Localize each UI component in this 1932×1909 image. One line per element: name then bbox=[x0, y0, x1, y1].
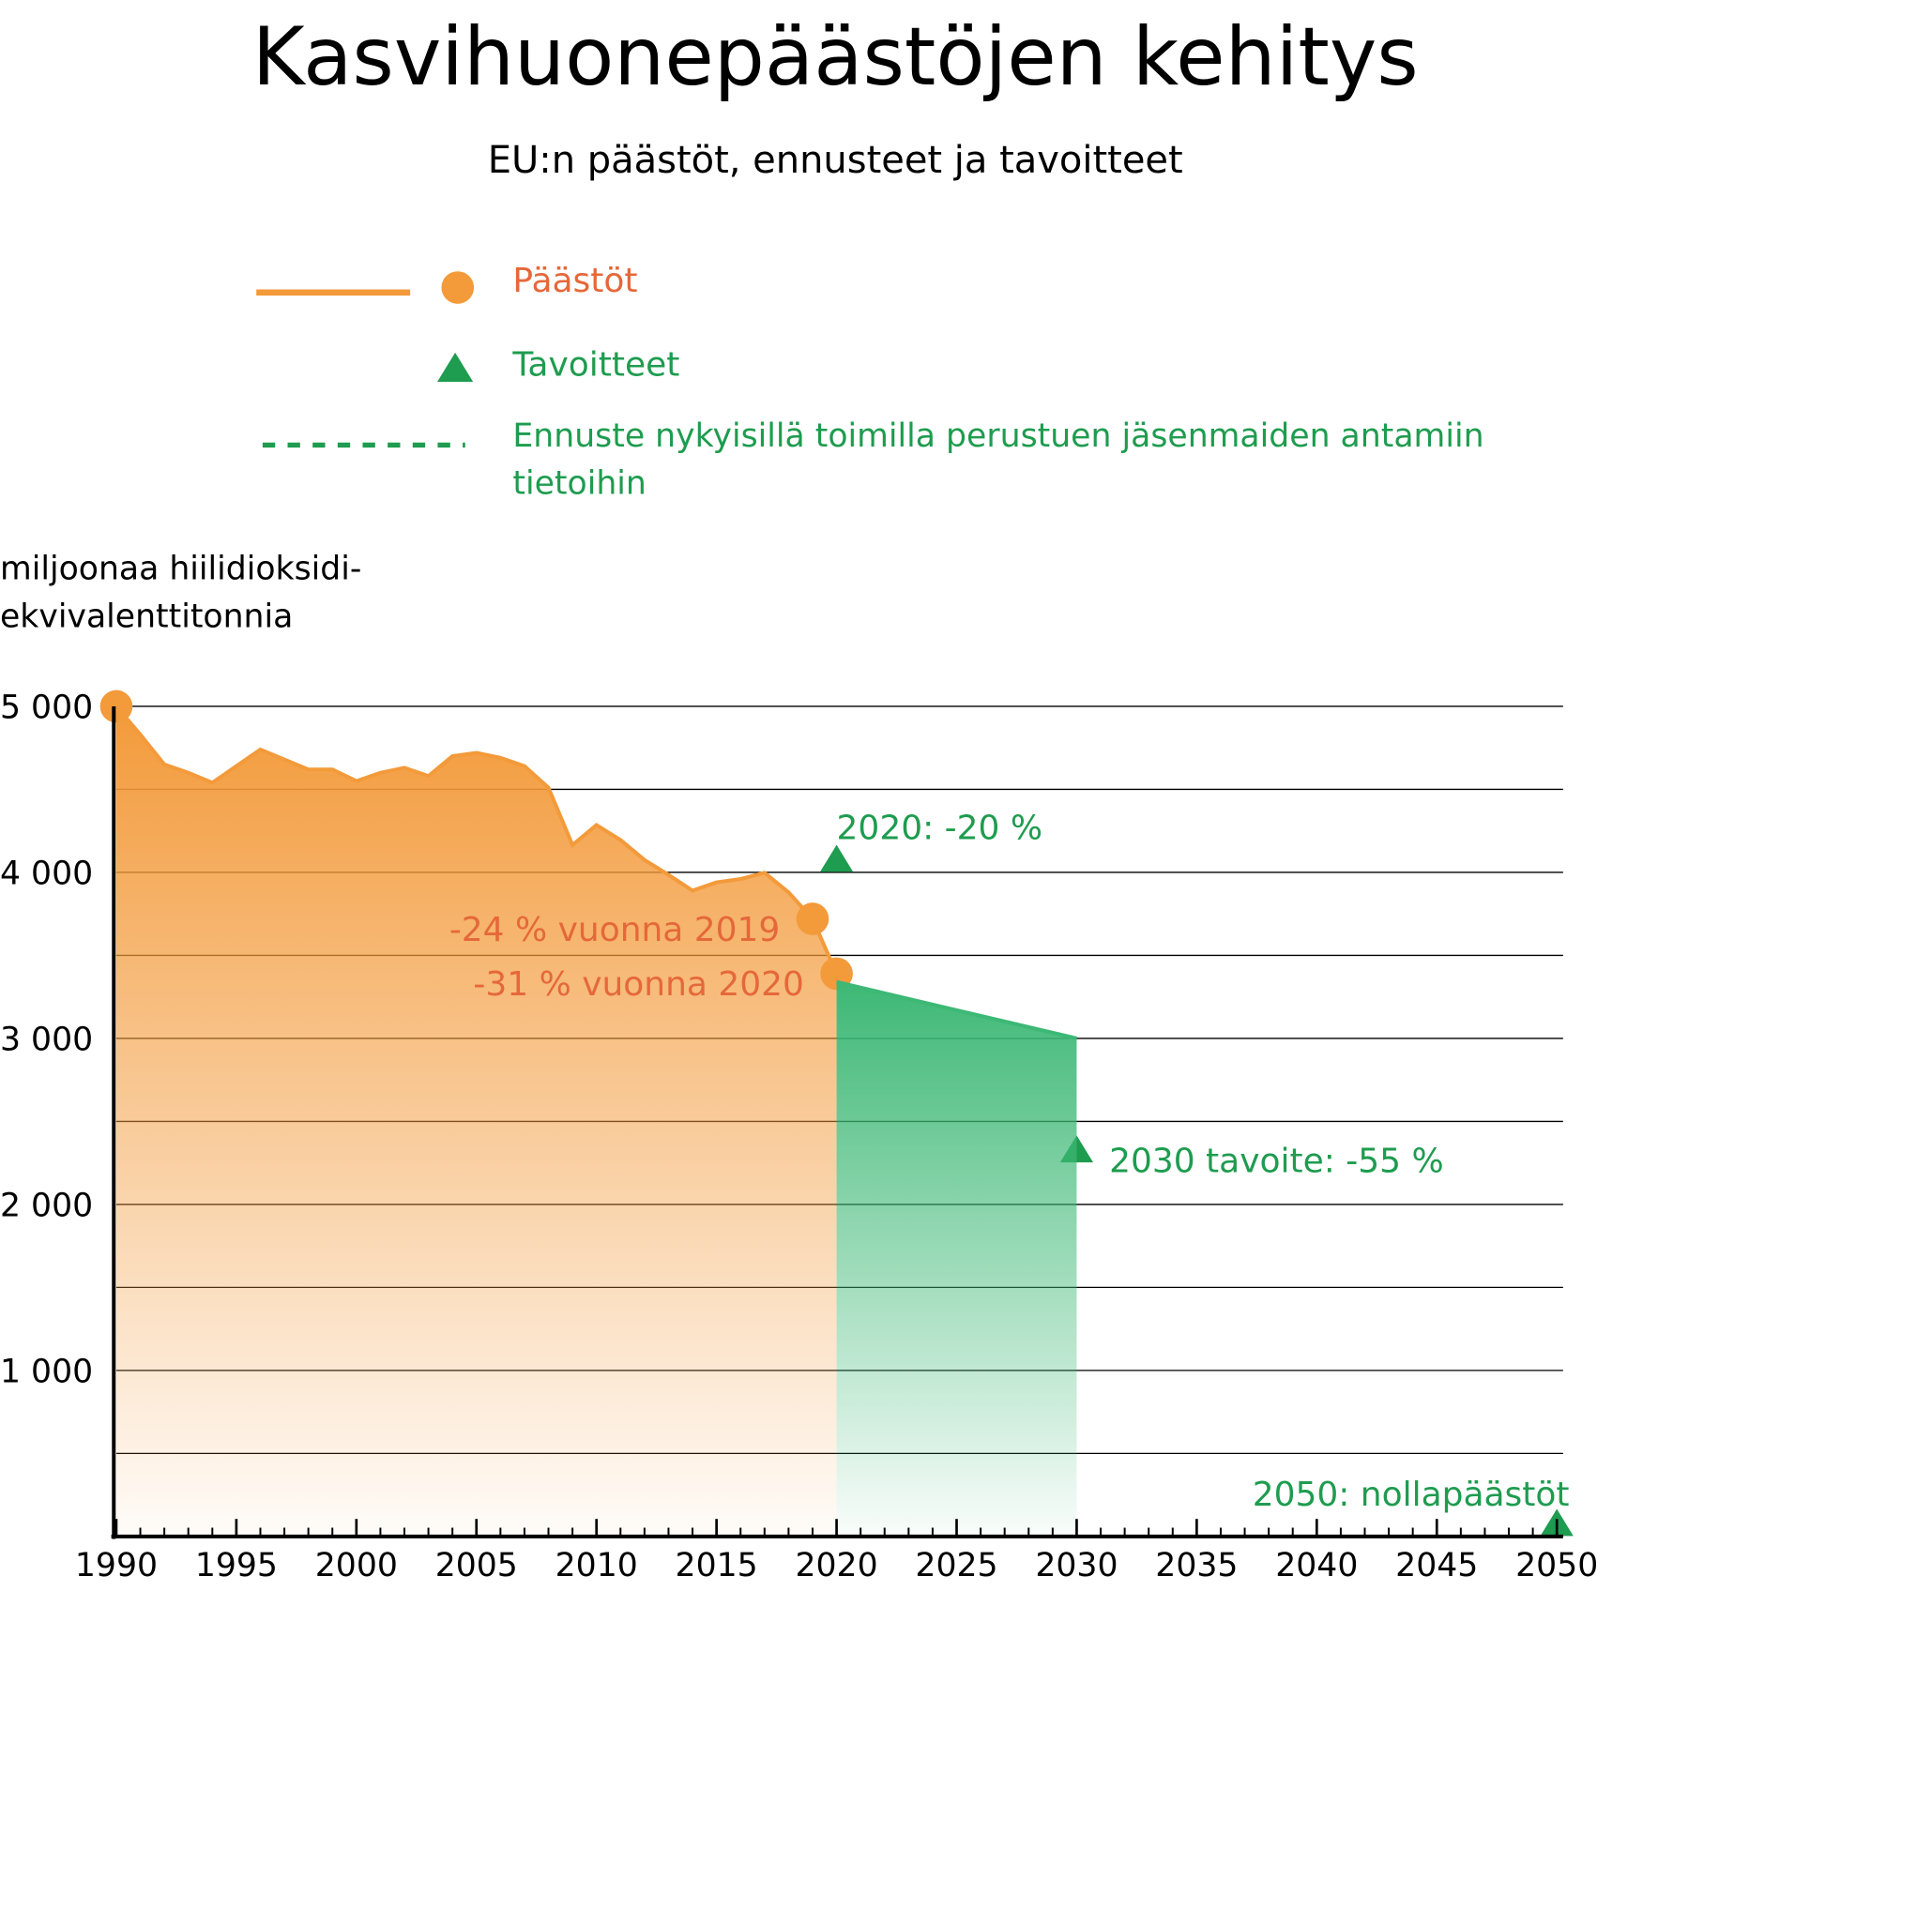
x-tick-label: 1990 bbox=[75, 1547, 158, 1584]
x-tick-label: 2000 bbox=[315, 1547, 398, 1584]
y-tick-label: 4 000 bbox=[0, 856, 93, 893]
legend-label: Tavoitteet bbox=[511, 345, 679, 384]
x-tick-label: 2015 bbox=[676, 1547, 758, 1584]
y-tick-label: 1 000 bbox=[0, 1354, 93, 1391]
x-tick-label: 2035 bbox=[1155, 1547, 1238, 1584]
marker bbox=[99, 689, 133, 723]
annotation: -31 % vuonna 2020 bbox=[473, 965, 804, 1004]
line bbox=[114, 705, 839, 975]
x-tick-label: 2045 bbox=[1395, 1547, 1478, 1584]
chart-title: Kasvihuonepäästöjen kehitys bbox=[252, 11, 1419, 104]
y-tick-label: 3 000 bbox=[0, 1022, 93, 1059]
legend-swatch bbox=[441, 271, 475, 304]
x-tick-label: 2010 bbox=[555, 1547, 638, 1584]
y-tick-label: 5 000 bbox=[0, 689, 93, 727]
legend-label-box: Ennuste nykyisillä toimilla perustuen jä… bbox=[512, 419, 1484, 503]
x-tick-label: 2025 bbox=[915, 1547, 997, 1584]
legend-label: Päästöt bbox=[512, 262, 637, 300]
x-tick-label: 2030 bbox=[1035, 1547, 1118, 1584]
y-axis-label: miljoonaa hiilidioksidi- bbox=[0, 551, 361, 588]
point-label: 2030 tavoite: -55 % bbox=[1109, 1143, 1444, 1181]
y-tick-label: 2 000 bbox=[0, 1188, 93, 1225]
y-axis-label: ekvivalenttitonnia bbox=[0, 598, 293, 635]
x-tick-label: 2050 bbox=[1515, 1547, 1598, 1584]
target-marker bbox=[819, 844, 854, 872]
area bbox=[115, 705, 837, 1537]
point-label: 2050: nollapäästöt bbox=[1253, 1476, 1570, 1514]
line bbox=[836, 979, 1077, 1040]
marker bbox=[796, 902, 829, 935]
x-tick-label: 2040 bbox=[1275, 1547, 1358, 1584]
area bbox=[836, 981, 1077, 1537]
annotation: -24 % vuonna 2019 bbox=[449, 911, 781, 949]
marker bbox=[820, 957, 853, 991]
legend-label: Ennuste nykyisillä toimilla perustuen jä… bbox=[512, 419, 1484, 503]
legend-swatch bbox=[437, 352, 474, 382]
x-tick-label: 1995 bbox=[195, 1547, 278, 1584]
x-tick-label: 2005 bbox=[435, 1547, 518, 1584]
x-tick-label: 2020 bbox=[796, 1547, 878, 1584]
point-label: 2020: -20 % bbox=[837, 810, 1042, 848]
chart-subtitle: EU:n päästöt, ennusteet ja tavoitteet bbox=[488, 139, 1183, 182]
